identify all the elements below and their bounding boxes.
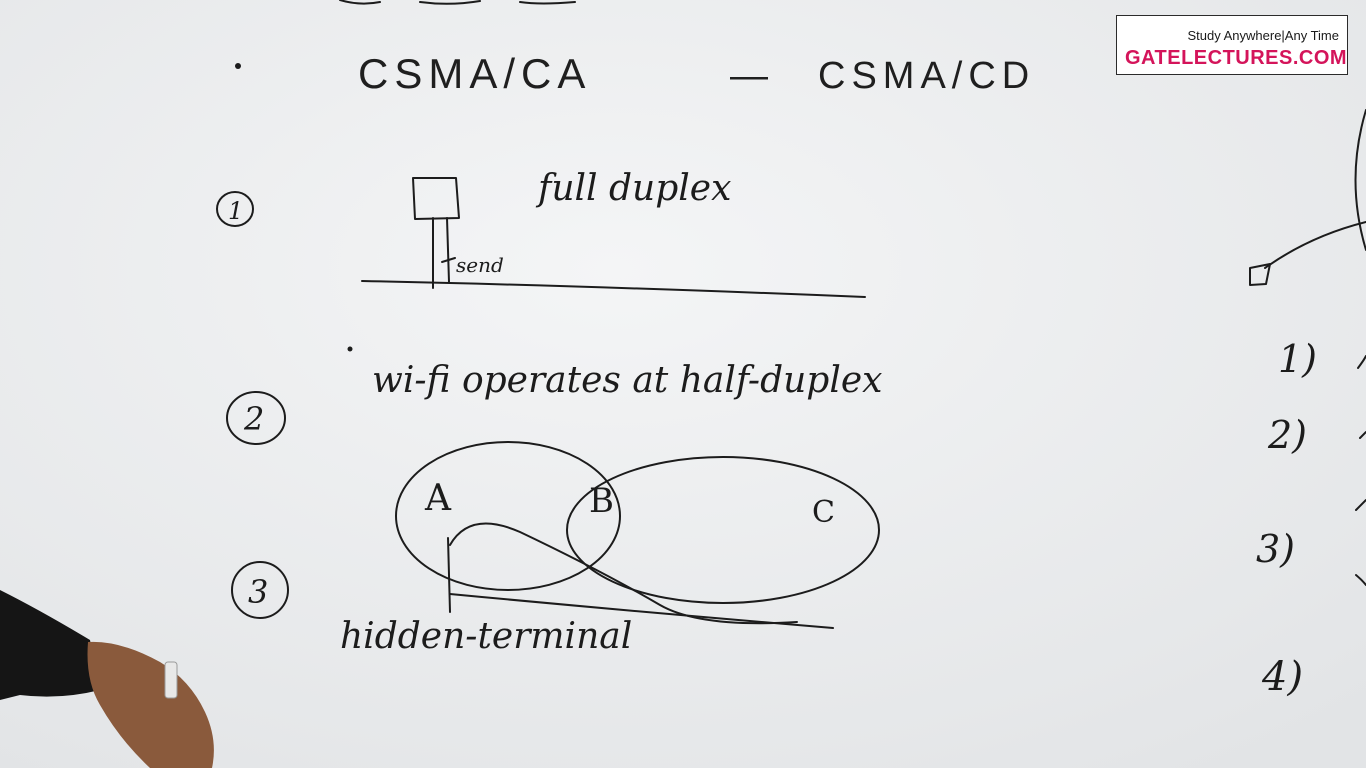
cropped-right-text <box>1355 355 1366 586</box>
right-list-item-2: 2) <box>1267 413 1307 457</box>
node-c-label: C <box>812 495 835 530</box>
heading-csma-cd: CSMA/CD <box>818 55 1035 97</box>
node-a-antenna <box>447 537 451 613</box>
node-a-label: A <box>424 478 452 519</box>
item3-circle <box>231 561 289 619</box>
node-b-label: B <box>589 481 614 521</box>
bus-line <box>361 280 866 298</box>
full-duplex-note: full duplex <box>535 168 731 209</box>
right-station-box <box>1249 263 1271 286</box>
send-arrow <box>441 257 456 263</box>
heading-dash: — <box>730 55 774 97</box>
range-a-ellipse <box>395 441 621 591</box>
send-label: send <box>456 253 504 277</box>
bullet-dot <box>235 63 241 69</box>
item3-number: 3 <box>248 573 268 611</box>
bullet-dot-2 <box>347 346 353 352</box>
wifi-note: wi-fi operates at half-duplex <box>372 360 882 401</box>
presenter-sleeve <box>0 590 100 700</box>
marker-pen <box>164 661 178 699</box>
heading-csma-ca: CSMA/CA <box>358 50 591 97</box>
cropped-top-writing <box>339 0 576 5</box>
range-c-ellipse <box>566 456 880 604</box>
signal-curve-2 <box>449 593 834 629</box>
item1-number: 1 <box>228 197 243 225</box>
cropped-right-arc <box>1354 109 1366 251</box>
item2-number: 2 <box>243 400 264 438</box>
station-wire <box>432 217 450 289</box>
logo-brand: GATELECTURES.COM <box>1125 47 1348 69</box>
right-station-link <box>1264 221 1366 269</box>
item1-circle <box>216 191 254 227</box>
item2-circle <box>226 391 286 445</box>
gatelectures-logo: Study Anywhere|Any Time GATELECTURES.COM <box>1116 15 1348 75</box>
right-list-item-1: 1) <box>1278 337 1317 381</box>
hidden-terminal-note: hidden-terminal <box>340 616 632 657</box>
logo-tagline: Study Anywhere|Any Time <box>1187 28 1339 43</box>
presenter-hand <box>87 641 214 768</box>
right-list-item-3: 3) <box>1256 527 1295 571</box>
station-box <box>412 177 460 220</box>
signal-curve-1 <box>449 522 798 625</box>
right-list-item-4: 4) <box>1261 654 1303 700</box>
